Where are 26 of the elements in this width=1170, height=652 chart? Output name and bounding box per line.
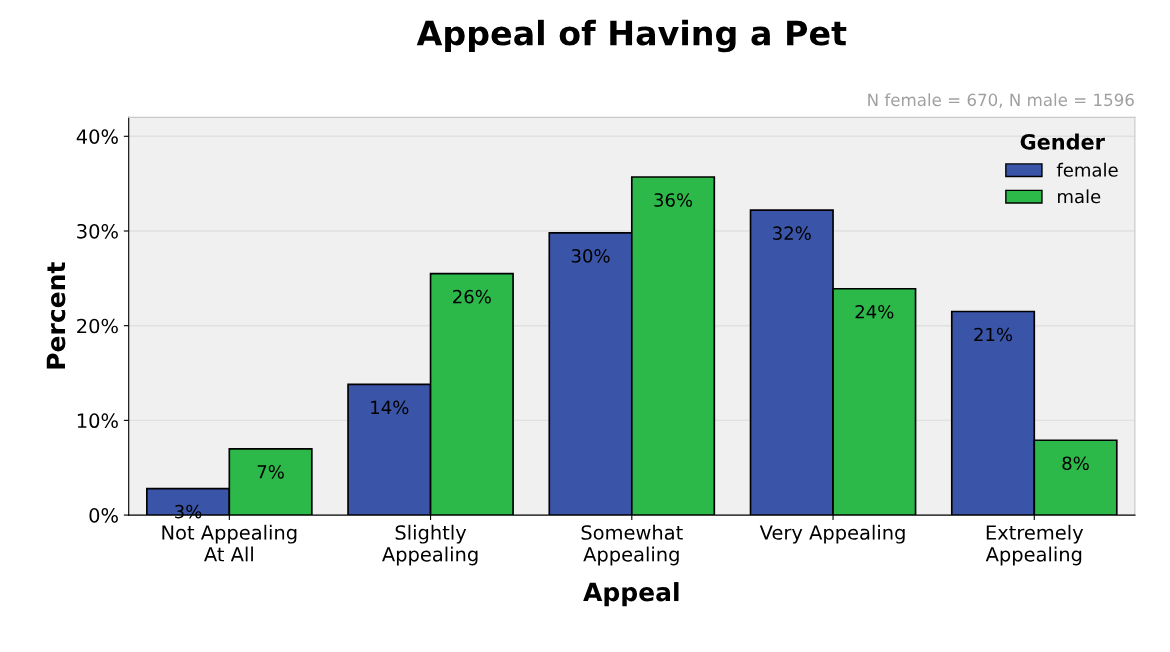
chart-title: Appeal of Having a Pet <box>416 19 847 53</box>
data-label: 32% <box>773 226 811 240</box>
x-tick-label: Very Appealing <box>759 524 905 544</box>
x-tick-label: Not Appealing At All <box>162 524 297 562</box>
data-label: 24% <box>855 304 894 319</box>
y-tick-label: 40% <box>76 129 118 144</box>
x-tick-label: Slightly Appealing <box>382 524 478 566</box>
x-axis-title: Appeal <box>583 582 679 607</box>
y-tick-label: 30% <box>77 223 118 239</box>
legend-title: Gender <box>1020 133 1105 150</box>
x-tick-label: Somewhat Appealing <box>581 524 683 566</box>
y-tick-label: 20% <box>77 318 118 334</box>
data-label: 8% <box>1062 456 1089 471</box>
y-tick-label: 0% <box>89 508 118 523</box>
data-label: 30% <box>571 249 610 263</box>
data-label: 14% <box>371 400 409 415</box>
text: N female = 670, N male = 1596 <box>868 93 1134 108</box>
data-label: 26% <box>453 289 491 304</box>
data-label: 36% <box>654 193 693 207</box>
x-tick-label: Extremely Appealing <box>985 524 1084 566</box>
legend-label: male <box>1058 189 1101 204</box>
data-label: 21% <box>974 327 1013 342</box>
data-label: 7% <box>257 464 284 479</box>
legend-label: female <box>1056 162 1118 177</box>
y-tick-label: 10% <box>77 413 118 429</box>
y-axis-title: Percent <box>46 262 66 369</box>
